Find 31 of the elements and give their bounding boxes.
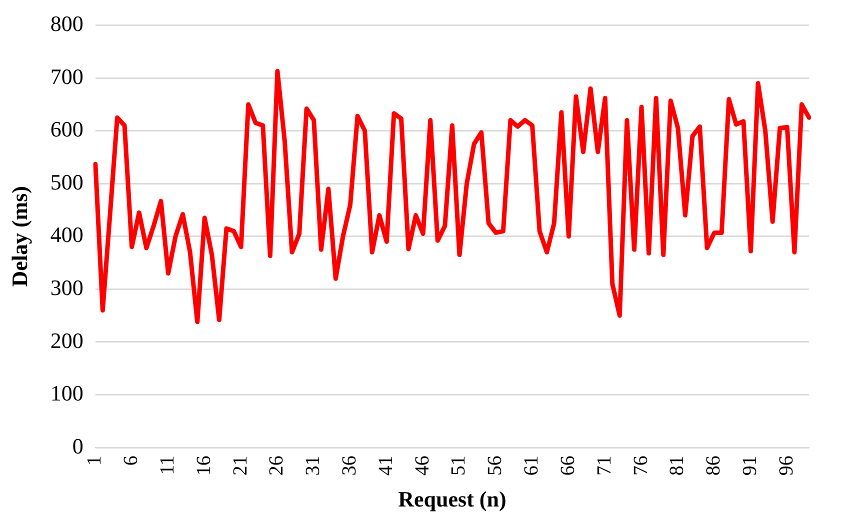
x-tick-label: 96: [775, 456, 798, 476]
x-axis-title: Request (n): [398, 486, 506, 512]
y-tick-label: 700: [50, 64, 84, 89]
x-tick-label: 41: [374, 456, 397, 476]
x-tick-label: 11: [156, 456, 178, 475]
y-tick-label: 300: [50, 274, 84, 300]
x-tick-label: 51: [448, 456, 470, 476]
x-tick-label: 1: [84, 456, 106, 466]
x-tick-label: 91: [738, 456, 761, 476]
y-tick-label: 800: [50, 10, 84, 36]
x-tick-label: 36: [338, 456, 361, 476]
x-tick-label: 71: [593, 456, 616, 476]
y-axis-title: Delay (ms): [6, 186, 32, 287]
x-tick-label: 6: [120, 456, 142, 466]
y-tick-label: 100: [50, 380, 84, 406]
x-tick-label: 76: [630, 456, 652, 476]
x-tick-label: 26: [266, 456, 288, 476]
x-tick-label: 81: [666, 456, 688, 476]
y-tick-label: 600: [50, 116, 84, 142]
x-tick-label: 16: [192, 456, 215, 476]
x-tick-label: 56: [484, 456, 506, 476]
x-tick-label: 86: [702, 456, 725, 476]
y-tick-label: 0: [72, 433, 84, 458]
y-tick-label: 500: [50, 169, 84, 194]
x-tick-label: 61: [520, 456, 543, 476]
x-tick-label: 46: [411, 456, 434, 476]
x-tick-label: 31: [302, 456, 324, 476]
x-tick-label: 66: [556, 456, 579, 476]
y-tick-label: 200: [50, 328, 84, 353]
x-tick-label: 21: [229, 456, 252, 476]
y-tick-label: 400: [50, 222, 84, 248]
